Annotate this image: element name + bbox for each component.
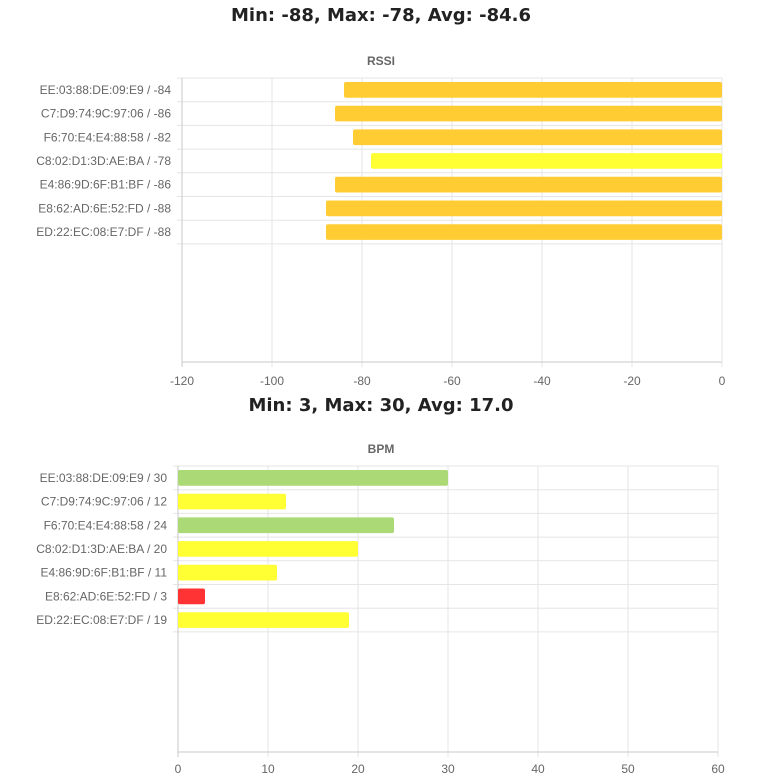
bpm-x-tick-label: 50 (621, 762, 635, 776)
rssi-bar[interactable] (353, 129, 722, 146)
bpm-x-tick-label: 40 (531, 762, 545, 776)
rssi-bar[interactable] (326, 200, 722, 217)
bpm-chart-title: BPM (368, 442, 395, 456)
rssi-bar[interactable] (326, 224, 722, 240)
rssi-x-tick-label: -100 (260, 374, 284, 388)
rssi-bar[interactable] (344, 82, 722, 98)
bpm-category-label: C8:02:D1:3D:AE:BA / 20 (36, 542, 167, 556)
rssi-chart-title: RSSI (367, 54, 395, 68)
rssi-category-label: E4:86:9D:6F:B1:BF / -86 (40, 178, 172, 192)
bpm-category-label: F6:70:E4:E4:88:58 / 24 (44, 518, 168, 532)
rssi-bar[interactable] (335, 105, 722, 122)
bpm-category-label: ED:22:EC:08:E7:DF / 19 (36, 613, 167, 627)
rssi-category-label: E8:62:AD:6E:52:FD / -88 (38, 201, 171, 215)
rssi-category-label: C8:02:D1:3D:AE:BA / -78 (36, 154, 171, 168)
bpm-bar[interactable] (178, 612, 349, 628)
bpm-bar[interactable] (178, 493, 286, 510)
bpm-category-label: E8:62:AD:6E:52:FD / 3 (45, 589, 167, 603)
rssi-chart: RSSI EE:03:88:DE:09:E9 / -84 C7:D9:74:9C:9… (36, 54, 726, 388)
bpm-bar[interactable] (178, 588, 205, 605)
bpm-x-tick-label: 0 (175, 762, 182, 776)
rssi-chart-section: Min: -88, Max: -78, Avg: -84.6 RSSI EE:03… (36, 5, 726, 388)
bpm-category-label: EE:03:88:DE:09:E9 / 30 (40, 471, 168, 485)
bpm-x-tick-label: 30 (441, 762, 455, 776)
bpm-x-tick-label: 60 (711, 762, 725, 776)
bpm-chart-section: Min: 3, Max: 30, Avg: 17.0 BPM EE:03:88:D… (0, 390, 762, 777)
rssi-x-tick-label: -80 (353, 374, 371, 388)
bpm-x-tick-label: 20 (351, 762, 365, 776)
rssi-bar[interactable] (335, 176, 722, 193)
bpm-bar[interactable] (178, 470, 448, 486)
bpm-x-tick-label: 10 (261, 762, 275, 776)
rssi-x-tick-label: -120 (170, 374, 194, 388)
bpm-bar[interactable] (178, 517, 394, 534)
bpm-bar[interactable] (178, 541, 358, 557)
rssi-x-tick-label: -60 (443, 374, 461, 388)
rssi-category-label: ED:22:EC:08:E7:DF / -88 (36, 225, 171, 239)
bpm-summary: Min: 3, Max: 30, Avg: 17.0 (248, 395, 514, 416)
bpm-category-label: E4:86:9D:6F:B1:BF / 11 (40, 566, 167, 580)
bpm-bar[interactable] (178, 564, 277, 581)
rssi-category-label: C7:D9:74:9C:97:06 / -86 (41, 107, 171, 121)
rssi-bar[interactable] (371, 153, 722, 169)
rssi-x-tick-label: 0 (719, 374, 726, 388)
rssi-category-label: F6:70:E4:E4:88:58 / -82 (44, 130, 172, 144)
rssi-category-label: EE:03:88:DE:09:E9 / -84 (40, 83, 172, 97)
rssi-x-tick-label: -20 (623, 374, 641, 388)
bpm-category-label: C7:D9:74:9C:97:06 / 12 (41, 495, 167, 509)
rssi-summary: Min: -88, Max: -78, Avg: -84.6 (231, 5, 531, 26)
bpm-chart: BPM EE:03:88:DE:09:E9 / 30 C7:D9:74:9C:97:… (36, 442, 725, 776)
rssi-x-tick-label: -40 (533, 374, 551, 388)
